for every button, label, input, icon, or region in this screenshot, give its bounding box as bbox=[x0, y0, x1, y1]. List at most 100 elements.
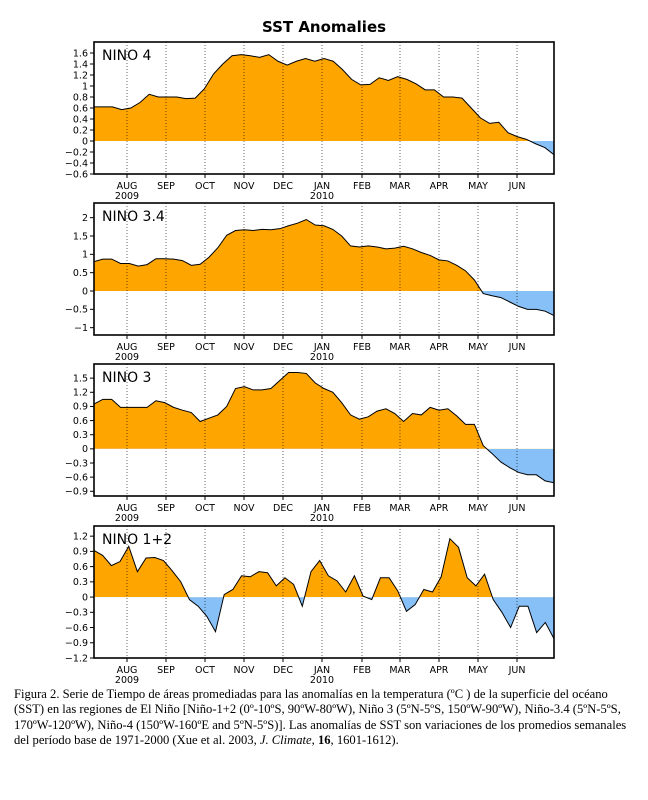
y-tick-label: −0.3 bbox=[65, 458, 88, 469]
y-tick-label: −0.9 bbox=[65, 487, 88, 498]
y-tick-label: 1 bbox=[82, 250, 88, 261]
month-label: MAR bbox=[389, 181, 411, 192]
month-label: AUG bbox=[117, 181, 138, 192]
month-label: OCT bbox=[195, 665, 215, 676]
y-tick-label: 0 bbox=[82, 592, 88, 603]
y-tick-label: 0.6 bbox=[73, 103, 88, 114]
month-label: OCT bbox=[195, 181, 215, 192]
y-tick-label: 1 bbox=[82, 81, 88, 92]
panel-2: 2 1.5 1 0.5 0 −0.5 −1 AUG SEP OCT NOV DEC JAN FEB MAR A… bbox=[65, 202, 555, 363]
plot-frame bbox=[93, 363, 555, 497]
year-label: 2009 bbox=[115, 191, 139, 202]
plot-frame bbox=[93, 525, 555, 659]
y-tick-label: 0.3 bbox=[73, 577, 88, 588]
month-label: FEB bbox=[353, 503, 371, 514]
panel-label: NINO 4 bbox=[102, 48, 152, 64]
positive-anomaly-area bbox=[94, 219, 554, 291]
y-tick-label: −0.6 bbox=[65, 169, 88, 180]
month-label: JUN bbox=[508, 342, 526, 353]
y-tick-label: −0.6 bbox=[65, 623, 88, 634]
y-tick-label: 0.4 bbox=[73, 114, 88, 125]
negative-anomaly-area bbox=[94, 597, 554, 639]
month-label: OCT bbox=[195, 503, 215, 514]
month-label: NOV bbox=[234, 342, 255, 353]
y-tick-label: 1.5 bbox=[73, 231, 88, 242]
year-label: 2009 bbox=[115, 352, 139, 363]
month-label: APR bbox=[430, 503, 449, 514]
chart-title: SST Anomalies bbox=[262, 18, 386, 36]
year-label: 2009 bbox=[115, 513, 139, 524]
month-label: MAY bbox=[468, 503, 488, 514]
month-label: SEP bbox=[157, 342, 175, 353]
figure-caption: Figura 2. Serie de Tiempo de áreas prome… bbox=[14, 687, 634, 749]
y-tick-label: 1.4 bbox=[73, 59, 88, 70]
y-tick-label: 1.6 bbox=[73, 48, 88, 59]
panel-1: 1.61.41.210.80.60.40.20−0.2−0.4−0.6 AUG SE… bbox=[65, 41, 555, 202]
anomaly-line bbox=[94, 537, 554, 639]
month-label: SEP bbox=[157, 503, 175, 514]
y-tick-label: −0.5 bbox=[65, 305, 88, 316]
month-label: AUG bbox=[117, 342, 138, 353]
year-label: 2010 bbox=[310, 513, 334, 524]
month-label: JAN bbox=[313, 181, 330, 192]
y-tick-label: 2 bbox=[82, 213, 88, 224]
positive-anomaly-area bbox=[94, 372, 554, 449]
y-tick-label: 1.2 bbox=[73, 531, 88, 542]
panel-4: 1.2 0.9 0.6 0.3 0 −0.3 −0.6 −0.9 −1.2 AUG SEP OCT NO… bbox=[65, 525, 555, 686]
caption-part-2: , bbox=[311, 733, 318, 748]
month-label: MAR bbox=[389, 503, 411, 514]
month-label: MAR bbox=[389, 342, 411, 353]
y-tick-label: −0.6 bbox=[65, 472, 88, 483]
positive-anomaly-area bbox=[94, 538, 493, 598]
month-label: JAN bbox=[313, 665, 330, 676]
year-label: 2009 bbox=[115, 675, 139, 686]
y-tick-label: 0.9 bbox=[73, 402, 88, 413]
month-label: MAY bbox=[468, 181, 488, 192]
caption-journal: J. Climate bbox=[259, 733, 312, 748]
negative-anomaly-area bbox=[94, 291, 554, 316]
y-tick-label: −0.4 bbox=[65, 158, 88, 169]
caption-part-3: , 1601-1612). bbox=[330, 733, 399, 748]
month-label: NOV bbox=[234, 665, 255, 676]
panel-label: NINO 3.4 bbox=[102, 209, 165, 225]
panel-label: NINO 3 bbox=[102, 370, 151, 386]
panel-label: NINO 1+2 bbox=[102, 532, 172, 548]
y-tick-label: −0.2 bbox=[65, 147, 88, 158]
negative-anomaly-area bbox=[486, 448, 554, 483]
y-tick-label: 0.5 bbox=[73, 268, 88, 279]
y-tick-label: 0.8 bbox=[73, 92, 88, 103]
month-label: APR bbox=[430, 665, 449, 676]
month-label: FEB bbox=[353, 665, 371, 676]
month-label: JAN bbox=[313, 503, 330, 514]
y-tick-label: 0.3 bbox=[73, 430, 88, 441]
month-label: JUN bbox=[508, 181, 526, 192]
y-tick-label: 0 bbox=[82, 444, 88, 455]
month-label: DEC bbox=[273, 503, 293, 514]
anomaly-line bbox=[94, 371, 554, 484]
y-tick-label: 0.9 bbox=[73, 547, 88, 558]
month-label: MAR bbox=[389, 665, 411, 676]
month-label: OCT bbox=[195, 342, 215, 353]
month-label: DEC bbox=[273, 342, 293, 353]
caption-part-1: Figura 2. Serie de Tiempo de áreas prome… bbox=[14, 687, 627, 748]
month-label: DEC bbox=[273, 181, 293, 192]
y-tick-label: 0.2 bbox=[73, 125, 88, 136]
anomaly-line bbox=[94, 54, 554, 156]
y-tick-label: 0 bbox=[82, 286, 88, 297]
month-label: AUG bbox=[117, 665, 138, 676]
month-label: SEP bbox=[157, 181, 175, 192]
year-label: 2010 bbox=[310, 191, 334, 202]
month-label: JAN bbox=[313, 342, 330, 353]
year-label: 2010 bbox=[310, 352, 334, 363]
month-label: SEP bbox=[157, 665, 175, 676]
plot-frame bbox=[93, 202, 555, 336]
y-tick-label: 0.6 bbox=[73, 562, 88, 573]
month-label: JUN bbox=[508, 665, 526, 676]
year-label: 2010 bbox=[310, 675, 334, 686]
month-label: AUG bbox=[117, 503, 138, 514]
panel-3: 1.5 1.2 0.9 0.6 0.3 0 −0.3 −0.6 −0.9 AUG SEP OCT NOV… bbox=[65, 363, 555, 524]
y-tick-label: 1.2 bbox=[73, 70, 88, 81]
caption-volume: 16 bbox=[317, 733, 331, 748]
